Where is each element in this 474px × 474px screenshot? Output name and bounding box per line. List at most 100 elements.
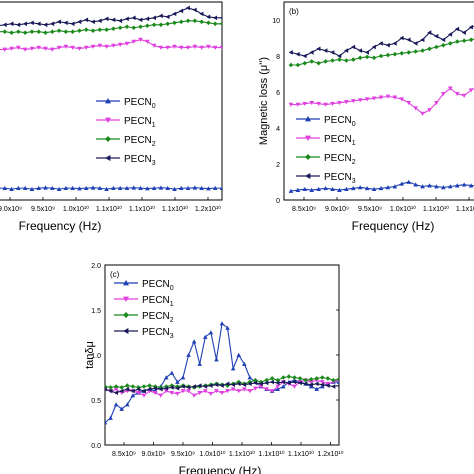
data-point-PECN0 — [197, 361, 203, 366]
data-point-PECN3 — [145, 16, 150, 22]
data-point-PECN2 — [447, 41, 453, 46]
data-point-PECN1 — [230, 387, 236, 392]
data-point-PECN2 — [111, 26, 116, 32]
data-point-PECN1 — [169, 390, 175, 396]
data-point-PECN3 — [138, 17, 143, 23]
data-point-PECN2 — [119, 385, 125, 390]
data-point-PECN2 — [454, 39, 460, 44]
panel-a: 9.0x10⁹ 9.5x10⁹ 1.0x10¹⁰ 1.1x10¹⁰ 1.1x10¹⁰ 1.… — [0, 1, 223, 233]
data-point-PECN2 — [43, 30, 48, 35]
data-point-PECN3 — [50, 21, 55, 27]
x-tick-label: 1.1x10¹⁰ — [229, 450, 255, 458]
data-point-PECN0 — [314, 386, 320, 392]
legend-label: PECN3 — [324, 172, 356, 185]
x-axis-label: Frequency (Hz) — [19, 219, 102, 233]
x-tick-label: 1.1x10¹⁰ — [456, 205, 474, 213]
data-point-PECN0 — [50, 185, 55, 190]
data-point-PECN2 — [385, 52, 391, 58]
series-line-PECN2 — [290, 38, 474, 66]
data-point-PECN2 — [36, 29, 42, 34]
data-point-PECN0 — [138, 185, 143, 190]
data-point-PECN1 — [158, 393, 164, 398]
data-point-PECN2 — [70, 29, 75, 34]
data-point-PECN2 — [302, 60, 308, 66]
y-tick-label: 2 — [276, 162, 280, 169]
data-point-PECN1 — [9, 46, 14, 51]
legend-label: PECN1 — [142, 295, 174, 308]
data-point-PECN0 — [36, 185, 42, 190]
x-tick-label: 9.0x10⁹ — [141, 451, 165, 458]
data-point-PECN1 — [158, 45, 164, 50]
data-point-PECN0 — [104, 186, 109, 191]
data-point-PECN3 — [16, 22, 21, 28]
data-point-PECN1 — [325, 381, 331, 387]
data-point-PECN1 — [309, 100, 315, 106]
data-point-PECN3 — [420, 37, 425, 43]
data-point-PECN0 — [63, 185, 69, 190]
data-point-PECN3 — [253, 380, 258, 386]
data-point-PECN3 — [331, 384, 336, 389]
data-point-PECN1 — [399, 97, 405, 102]
data-point-PECN1 — [50, 47, 55, 52]
data-point-PECN3 — [151, 15, 156, 21]
data-point-PECN3 — [323, 48, 328, 53]
data-point-PECN3 — [264, 380, 269, 386]
data-point-PECN1 — [302, 101, 308, 106]
data-point-PECN1 — [22, 47, 28, 52]
data-point-PECN2 — [413, 49, 418, 54]
data-point-PECN3 — [108, 388, 113, 394]
plot-frame — [104, 264, 340, 446]
data-point-PECN1 — [288, 102, 294, 107]
legend-marker — [305, 135, 311, 141]
data-point-PECN0 — [158, 185, 164, 190]
series-line-PECN1 — [0, 39, 222, 51]
data-point-PECN1 — [378, 95, 384, 100]
data-point-PECN2 — [63, 29, 69, 34]
data-point-PECN3 — [219, 16, 222, 20]
data-point-PECN2 — [331, 377, 336, 383]
data-point-PECN3 — [113, 390, 118, 396]
data-point-PECN0 — [247, 375, 253, 380]
data-point-PECN0 — [406, 179, 412, 184]
data-point-PECN3 — [269, 379, 274, 385]
legend-label: PECN2 — [124, 135, 156, 148]
data-point-PECN1 — [180, 389, 186, 394]
legend-label: PECN0 — [124, 97, 156, 110]
y-tick-label: 1.0 — [91, 353, 101, 360]
data-point-PECN1 — [191, 393, 197, 398]
data-point-PECN0 — [309, 187, 315, 192]
data-point-PECN1 — [214, 389, 219, 394]
data-point-PECN0 — [225, 325, 230, 330]
data-point-PECN0 — [113, 402, 119, 407]
data-point-PECN3 — [303, 381, 308, 387]
data-point-PECN0 — [454, 183, 460, 188]
legend-label: PECN0 — [324, 115, 356, 128]
data-point-PECN2 — [357, 55, 363, 61]
data-point-PECN3 — [90, 19, 95, 25]
data-point-PECN3 — [371, 44, 376, 50]
data-point-PECN3 — [136, 386, 141, 392]
data-point-PECN1 — [330, 101, 335, 106]
data-point-PECN2 — [253, 377, 258, 383]
data-point-PECN1 — [202, 389, 208, 394]
legend-marker — [105, 98, 111, 104]
data-point-PECN3 — [163, 386, 169, 391]
data-point-PECN1 — [165, 45, 170, 50]
plot-area — [0, 5, 222, 191]
data-point-PECN0 — [427, 183, 432, 188]
x-tick-label: 1.2x10¹⁰ — [195, 205, 221, 213]
data-point-PECN0 — [185, 185, 191, 190]
data-point-PECN1 — [316, 101, 321, 106]
data-point-PECN0 — [2, 185, 8, 190]
data-point-PECN0 — [9, 186, 14, 191]
data-point-PECN0 — [399, 181, 405, 186]
data-point-PECN3 — [185, 5, 190, 11]
data-point-PECN1 — [344, 100, 349, 105]
data-point-PECN2 — [323, 59, 328, 64]
data-point-PECN1 — [420, 111, 425, 116]
x-tick-label: 1.0x10¹⁰ — [390, 205, 416, 213]
x-tick-label: 1.1x10¹⁰ — [129, 205, 155, 213]
data-point-PECN0 — [344, 186, 349, 192]
x-tick-label: 1.0x10¹⁰ — [199, 450, 225, 458]
data-point-PECN3 — [63, 20, 68, 26]
